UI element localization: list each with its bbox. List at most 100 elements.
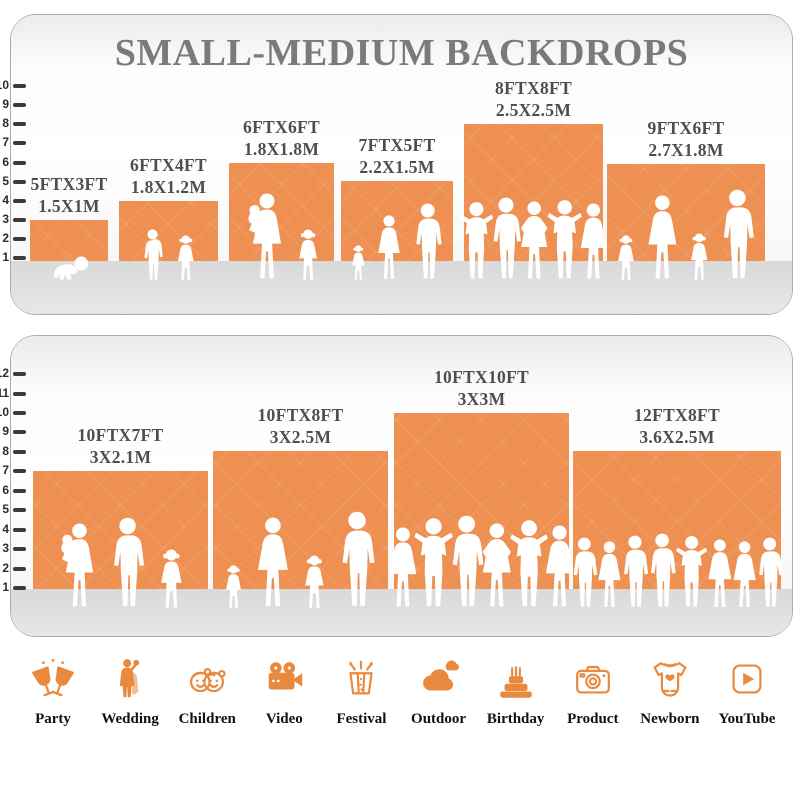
silhouette-girl <box>618 235 634 280</box>
category-newborn: Newborn <box>633 656 707 728</box>
ruler-tick-mark <box>13 508 26 513</box>
ruler-tick-mark <box>13 122 26 127</box>
category-festival: Festival <box>324 656 398 728</box>
backdrop-10ftx8ft: 10FTX8FT 3X2.5M <box>213 405 388 609</box>
people-silhouettes <box>53 256 89 280</box>
ruler-number: 6 <box>2 482 9 497</box>
size-meters: 2.2X1.5M <box>359 156 435 177</box>
silhouette-baby <box>53 256 89 280</box>
category-birthday: Birthday <box>479 656 553 728</box>
silhouette-man <box>452 515 484 607</box>
size-feet: 7FTX5FT <box>358 135 436 156</box>
ruler-tick-mark <box>13 372 26 377</box>
category-label: Festival <box>336 711 387 727</box>
people-silhouettes <box>618 189 754 280</box>
silhouette-woman <box>257 517 288 607</box>
silhouette-man <box>759 537 783 607</box>
backdrop-size-label: 10FTX8FT 3X2.5M <box>108 405 493 448</box>
ruler-number: 3 <box>2 541 9 556</box>
ruler-number: 7 <box>2 463 9 478</box>
silhouette-man <box>114 517 144 607</box>
backdrop-5ftx3ft: 5FTX3FT 1.5X1M <box>30 174 108 280</box>
silhouette-girl <box>178 235 194 280</box>
category-outdoor: Outdoor <box>402 656 476 728</box>
ruler-number: 12 <box>0 366 9 381</box>
festival-icon <box>349 660 374 695</box>
silhouette-woman-hips <box>482 523 512 607</box>
ruler-number: 1 <box>2 250 9 264</box>
people-silhouettes <box>352 203 442 281</box>
silhouette-woman <box>580 203 607 279</box>
backdrop-size-label: 9FTX6FT 2.7X1.8M <box>512 118 800 161</box>
size-meters: 2.5X2.5M <box>495 99 572 120</box>
backdrop-10ftx10ft: 10FTX10FT 3X3M <box>389 367 574 607</box>
wedding-icon <box>119 659 140 698</box>
size-chart-panel-small: SMALL-MEDIUM BACKDROPS 1 2 3 4 5 6 7 8 9 10 5FTX3… <box>0 14 793 315</box>
category-children: Children <box>170 656 244 728</box>
backdrop-rectangle <box>229 163 334 261</box>
silhouette-woman <box>378 215 400 279</box>
size-feet: 6FTX6FT <box>243 117 320 138</box>
ruler-tick-mark <box>13 103 26 108</box>
size-chart-panel-medium: 123456789101112 10FTX7FT3X2.1M10FTX8FT3X… <box>0 335 793 637</box>
ruler-number: 4 <box>2 192 9 207</box>
newborn-icon <box>653 662 687 697</box>
party-icon <box>32 658 74 697</box>
size-meters: 1.8X1.8M <box>243 138 320 159</box>
backdrop-rectangle <box>30 220 108 261</box>
size-meters: 2.7X1.8M <box>648 139 724 160</box>
backdrop-6ftx6ft: 6FTX6FT 1.8X1.8M <box>229 117 334 280</box>
size-feet: 10FTX10FT <box>433 367 530 388</box>
ruler-number: 2 <box>2 230 9 245</box>
silhouette-woman-baby <box>61 523 94 607</box>
backdrop-size-label: 7FTX5FT 2.2X1.5M <box>274 135 520 178</box>
silhouette-man <box>723 189 754 279</box>
ruler-number: 10 <box>0 78 9 93</box>
size-meters: 1.5X1M <box>38 195 100 216</box>
silhouette-woman <box>598 541 621 607</box>
backdrop-rectangle <box>119 201 218 261</box>
backdrop-size-label: 8FTX8FT 2.5X2.5M <box>381 78 687 121</box>
ruler-number: 2 <box>2 560 9 575</box>
youtube-icon <box>732 664 762 694</box>
ruler-tick-mark <box>13 430 26 435</box>
people-silhouettes <box>573 533 783 607</box>
category-label: Party <box>35 711 71 727</box>
backdrop-8ftx8ft: 8FTX8FT 2.5X2.5M <box>459 78 607 279</box>
ruler-tick-mark <box>13 527 26 532</box>
silhouette-woman <box>708 539 732 607</box>
ruler-number: 1 <box>2 580 9 594</box>
product-icon <box>575 665 610 694</box>
ruler-number: 9 <box>2 424 9 439</box>
ruler-number: 10 <box>0 404 9 419</box>
ruler-number: 5 <box>2 173 9 188</box>
size-meters: 1.8X1.2M <box>130 176 207 197</box>
backdrop-size-label: 5FTX3FT 1.5X1M <box>0 174 155 217</box>
ruler-number: 8 <box>2 116 9 131</box>
size-feet: 10FTX8FT <box>257 405 344 426</box>
silhouette-man-armsup <box>414 518 453 607</box>
silhouette-woman <box>648 195 677 279</box>
people-silhouettes <box>226 511 375 609</box>
backdrop-6ftx4ft: 6FTX4FT 1.8X1.2M <box>119 155 218 280</box>
size-feet: 5FTX3FT <box>30 174 108 195</box>
backdrop-size-label: 10FTX7FT 3X2.1M <box>0 425 313 468</box>
silhouette-girl <box>691 233 708 280</box>
birthday-icon <box>499 666 532 698</box>
ruler-tick-mark <box>13 488 26 493</box>
ruler-tick-mark <box>13 469 26 474</box>
people-silhouettes <box>61 517 182 608</box>
size-meters: 3X2.5M <box>269 426 332 447</box>
ruler-tick-mark <box>13 547 26 552</box>
people-silhouettes <box>248 193 317 280</box>
category-label: Product <box>567 711 619 727</box>
ruler-tick-mark <box>13 179 26 184</box>
silhouette-woman-baby <box>248 193 281 279</box>
silhouette-girl <box>299 229 317 280</box>
backdrop-12ftx8ft: 12FTX8FT 3.6X2.5M <box>573 405 783 607</box>
silhouette-woman <box>733 541 756 607</box>
backdrop-size-label: 10FTX10FT 3X3M <box>289 367 674 410</box>
silhouette-man <box>416 203 442 279</box>
size-feet: 12FTX8FT <box>633 405 720 426</box>
category-label: YouTube <box>718 711 776 727</box>
